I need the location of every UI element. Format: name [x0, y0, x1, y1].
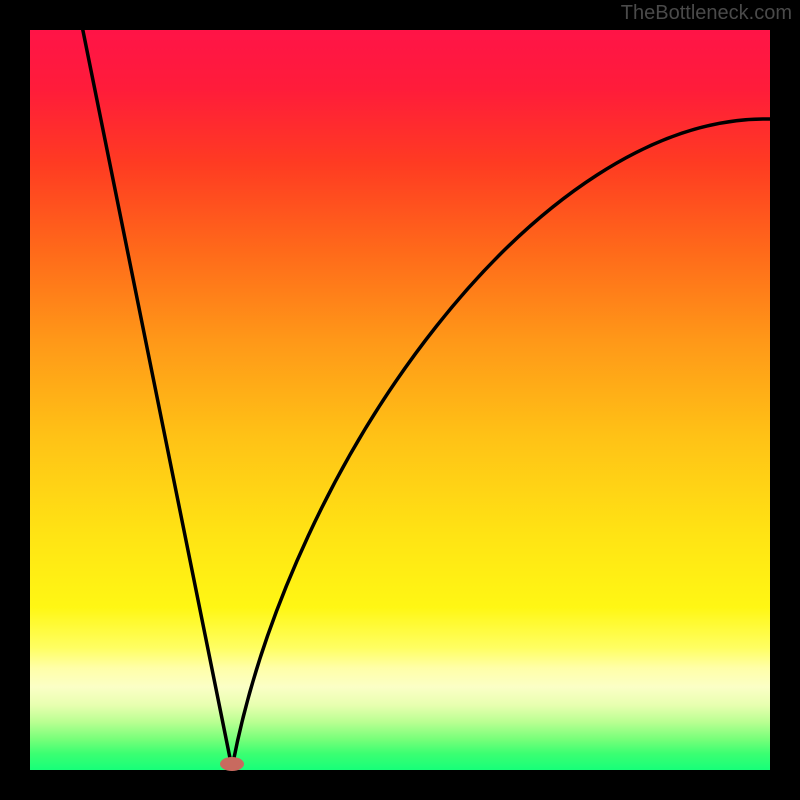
chart-svg: [0, 0, 800, 800]
optimal-point-marker: [220, 757, 244, 771]
attribution-text: TheBottleneck.com: [621, 2, 792, 25]
bottleneck-chart: TheBottleneck.com: [0, 0, 800, 800]
